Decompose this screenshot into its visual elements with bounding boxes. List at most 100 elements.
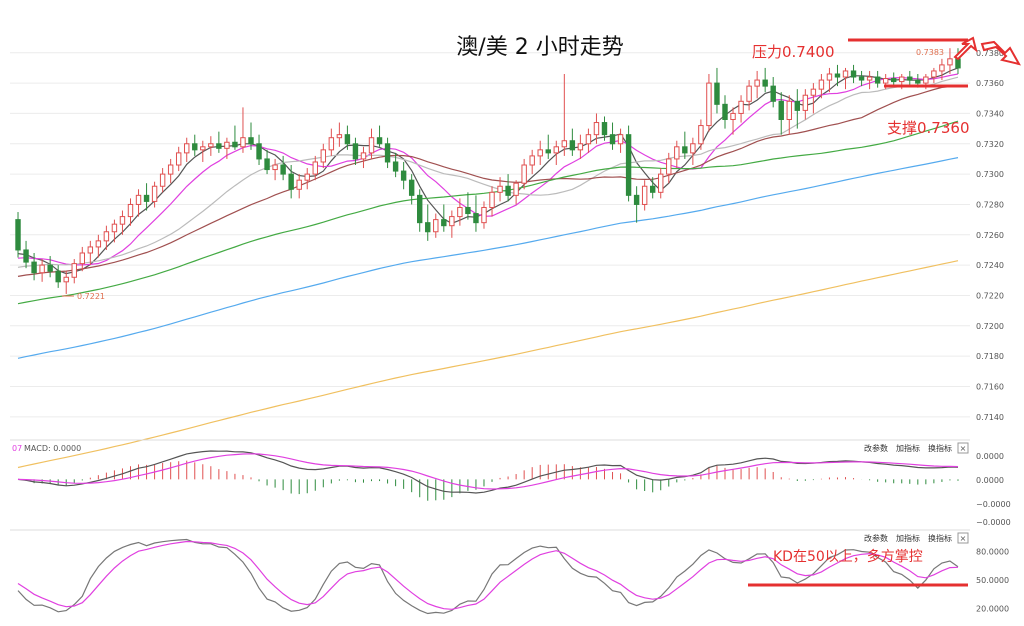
- macd-add-indicator-button[interactable]: 加指标: [896, 443, 920, 453]
- candle: [682, 131, 688, 159]
- macd-edit-params-button[interactable]: 改参数: [864, 443, 888, 453]
- macd-tick-label: 0.0000: [976, 476, 1004, 485]
- candle-body: [577, 143, 584, 151]
- candle: [666, 152, 672, 184]
- candle: [601, 116, 608, 141]
- macd-close-button[interactable]: [957, 442, 969, 454]
- candle-body: [15, 219, 21, 251]
- candle-body: [931, 70, 937, 78]
- candle: [473, 195, 479, 232]
- candle-body: [143, 194, 150, 202]
- candle: [336, 122, 343, 147]
- kd-close-button[interactable]: [957, 532, 969, 544]
- candle-body: [208, 143, 214, 148]
- candle-body: [641, 185, 648, 205]
- ma-240-line: [17, 260, 959, 469]
- candle: [818, 73, 825, 99]
- candle: [320, 143, 327, 169]
- macd-switch-indicator-button[interactable]: 换指标: [928, 443, 952, 453]
- candle: [79, 246, 85, 272]
- candle: [706, 73, 712, 132]
- candle-body: [280, 164, 286, 175]
- candle: [754, 70, 760, 99]
- candle-body: [360, 152, 367, 160]
- macd-param-tag: 07: [12, 444, 22, 453]
- candle: [433, 213, 439, 238]
- price-tick-label: 0.7280: [976, 200, 1004, 209]
- candle-body: [240, 137, 246, 148]
- ma-120-line: [17, 157, 959, 359]
- candle: [216, 131, 222, 153]
- candle-body: [810, 88, 817, 96]
- candle: [577, 134, 584, 159]
- price-tick-label: 0.7360: [976, 79, 1004, 88]
- candle-body: [858, 76, 865, 81]
- candle: [288, 165, 294, 199]
- candle-body: [400, 170, 407, 181]
- candle-body: [666, 158, 672, 175]
- candle-body: [746, 85, 752, 102]
- candle-body: [553, 146, 559, 154]
- candle-body: [63, 276, 69, 283]
- macd-histogram: [25, 460, 959, 501]
- candle: [192, 134, 198, 156]
- candle-body: [947, 58, 953, 66]
- candle-body: [449, 216, 455, 227]
- candle: [15, 212, 21, 258]
- candle-body: [71, 263, 77, 278]
- kd-panel: 80.0000 50.0000 20.0000 KD在50以上，多方掌控 改参数 加…: [10, 529, 1009, 615]
- candle: [457, 198, 463, 226]
- candle: [103, 225, 110, 250]
- candle-body: [232, 141, 238, 148]
- candle-body: [770, 85, 776, 102]
- candle-body: [529, 155, 535, 166]
- macd-dif-line: [17, 450, 959, 494]
- candle: [417, 189, 423, 232]
- price-tick-label: 0.7240: [976, 261, 1004, 270]
- kd-switch-indicator-button[interactable]: 换指标: [928, 533, 952, 543]
- kd-k-line: [17, 538, 959, 615]
- candle-body: [649, 185, 656, 193]
- ma-60-line: [17, 120, 959, 305]
- ma-30-line: [17, 84, 959, 277]
- price-tick-label: 0.7340: [976, 109, 1004, 118]
- candle-body: [103, 231, 110, 242]
- kd-close-icon: ×: [960, 534, 967, 543]
- candle-body: [384, 143, 391, 163]
- candle: [408, 174, 415, 205]
- kd-edit-params-button[interactable]: 改参数: [864, 533, 888, 543]
- candle-body: [609, 134, 616, 145]
- ma-5-line: [17, 67, 959, 275]
- candle-body: [87, 246, 94, 254]
- candle: [119, 210, 126, 235]
- candle-body: [376, 137, 383, 145]
- arrow-down-right-icon: [980, 40, 1021, 66]
- price-tick-label: 0.7380: [976, 49, 1004, 58]
- macd-close-icon: ×: [960, 444, 967, 453]
- candle-body: [352, 143, 359, 160]
- candle-body: [786, 100, 792, 121]
- candle: [714, 67, 720, 114]
- candle-body: [184, 143, 190, 154]
- candlesticks: [15, 48, 961, 294]
- moving-average-lines: [17, 67, 959, 469]
- candle: [730, 107, 736, 135]
- candle-body: [457, 206, 463, 218]
- candle-body: [923, 76, 929, 84]
- candle: [641, 180, 648, 211]
- candle: [762, 67, 768, 93]
- candle-body: [545, 149, 551, 154]
- candle-body: [907, 76, 913, 81]
- candle-body: [874, 76, 881, 84]
- candle: [907, 70, 913, 87]
- candle-body: [730, 112, 736, 121]
- candle: [939, 58, 945, 81]
- candle-body: [473, 213, 479, 224]
- price-tick-label: 0.7320: [976, 140, 1004, 149]
- candle: [858, 70, 865, 87]
- macd-axis: 0.0000 0.0000 −0.0000 −0.0000: [976, 452, 1011, 527]
- kd-add-indicator-button[interactable]: 加指标: [896, 533, 920, 543]
- high-price-label: 0.7383: [916, 48, 944, 57]
- kd-axis: 80.0000 50.0000 20.0000: [976, 548, 1009, 614]
